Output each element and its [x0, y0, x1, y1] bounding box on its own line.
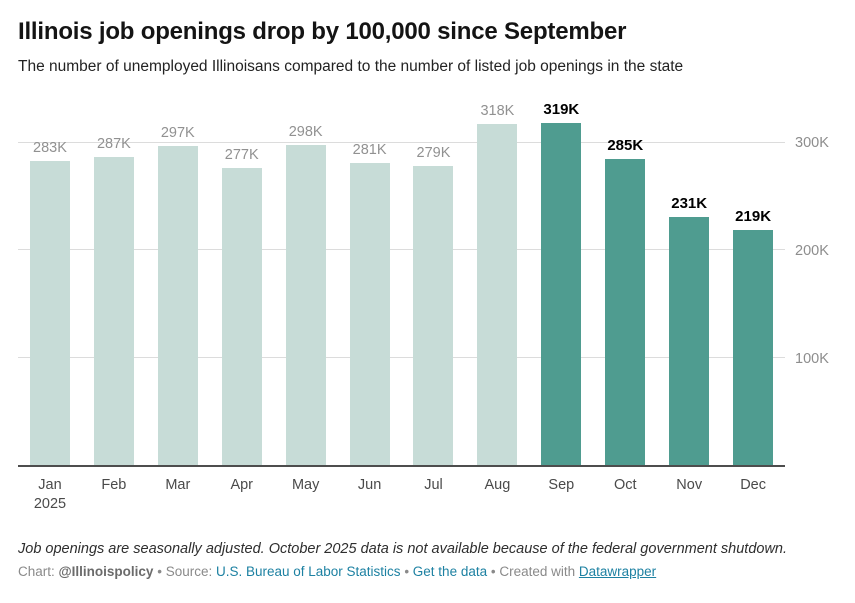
- bar-jun[interactable]: [349, 163, 390, 465]
- bar-value-label-oct: 285K: [607, 137, 644, 155]
- bar-column-may: 298K: [274, 100, 338, 465]
- y-tick-label-300k: 300K: [795, 135, 829, 152]
- x-axis-label-jan: Jan 2025: [33, 477, 67, 512]
- gridline-100k: [18, 356, 785, 358]
- bar-chart: 283K 287K 297K 277K 298K 281K 279K 318K 319K 285K…: [18, 100, 837, 467]
- bar-column-aug: 318K: [465, 100, 529, 465]
- x-axis-label-jul: Jul: [424, 477, 443, 493]
- x-axis-label-nov: Nov: [676, 477, 703, 493]
- bar-column-jun: 281K: [338, 100, 402, 465]
- x-axis-label-may: May: [291, 477, 320, 493]
- y-tick-label-200k: 200K: [795, 243, 829, 260]
- x-axis: Jan 2025 Feb Mar Apr May Jun Jul Aug Sep Oct Nov Dec: [18, 476, 837, 514]
- bar-value-label-may: 298K: [288, 124, 323, 141]
- bar-value-label-jan: 283K: [33, 140, 67, 157]
- chart-title: Illinois job openings drop by 100,000 si…: [18, 18, 627, 45]
- bar-column-jan: 283K: [18, 100, 82, 465]
- x-axis-label-feb: Feb: [101, 477, 127, 493]
- x-axis-label-jun: Jun: [357, 477, 382, 493]
- bar-column-jul: 279K: [402, 100, 466, 465]
- bar-column-dec: 219K: [721, 100, 785, 465]
- bar-value-label-mar: 297K: [160, 125, 195, 142]
- get-the-data-link[interactable]: Get the data: [412, 563, 488, 579]
- datawrapper-link[interactable]: Datawrapper: [578, 563, 657, 579]
- bar-nov[interactable]: [669, 217, 710, 465]
- bar-oct[interactable]: [605, 159, 646, 465]
- byline-created-with: Created with: [499, 563, 579, 579]
- bar-jul[interactable]: [413, 165, 454, 465]
- bar-value-label-sep: 319K: [543, 100, 580, 118]
- bar-feb[interactable]: [93, 156, 134, 465]
- bar-value-label-nov: 231K: [671, 195, 708, 213]
- footnote: Job openings are seasonally adjusted. Oc…: [18, 540, 788, 557]
- bar-column-feb: 287K: [82, 100, 146, 465]
- x-axis-label-aug: Aug: [484, 477, 511, 493]
- bars-container: 283K 287K 297K 277K 298K 281K 279K 318K 319K 285K…: [18, 100, 785, 465]
- x-axis-label-sep: Sep: [548, 477, 575, 493]
- byline: Chart: @Illinoispolicy • Source: U.S. Bu…: [18, 564, 837, 579]
- bar-value-label-jun: 281K: [352, 142, 387, 159]
- bar-value-label-aug: 318K: [480, 102, 515, 119]
- bar-dec[interactable]: [733, 229, 774, 465]
- bar-apr[interactable]: [221, 167, 262, 465]
- y-tick-label-100k: 100K: [795, 351, 829, 368]
- bar-mar[interactable]: [157, 146, 198, 465]
- plot-area: 283K 287K 297K 277K 298K 281K 279K 318K 319K 285K…: [18, 100, 785, 467]
- bar-jan[interactable]: [29, 161, 70, 465]
- bar-value-label-jul: 279K: [416, 144, 451, 161]
- bar-value-label-dec: 219K: [735, 207, 772, 225]
- bar-value-label-apr: 277K: [224, 146, 259, 163]
- bar-column-oct: 285K: [593, 100, 657, 465]
- byline-source-label: Source:: [165, 563, 216, 579]
- chart-subtitle: The number of unemployed Illinoisans com…: [18, 58, 684, 75]
- x-axis-gutter: [785, 476, 837, 514]
- x-axis-label-apr: Apr: [230, 477, 254, 493]
- source-link[interactable]: U.S. Bureau of Labor Statistics: [215, 563, 401, 579]
- byline-separator: •: [400, 563, 413, 579]
- y-axis: 100K 200K 300K: [785, 100, 837, 467]
- bar-value-label-feb: 287K: [96, 135, 131, 152]
- x-axis-label-dec: Dec: [740, 477, 766, 493]
- byline-separator: •: [487, 563, 500, 579]
- bar-column-mar: 297K: [146, 100, 210, 465]
- byline-author: @Illinoispolicy: [58, 563, 154, 579]
- bar-column-sep: 319K: [529, 100, 593, 465]
- gridline-300k: [18, 141, 785, 143]
- x-axis-label-oct: Oct: [613, 477, 637, 493]
- gridline-200k: [18, 249, 785, 251]
- bar-sep[interactable]: [541, 122, 582, 465]
- bar-may[interactable]: [285, 145, 326, 465]
- byline-chart-label: Chart:: [18, 563, 59, 579]
- byline-separator: •: [153, 563, 166, 579]
- x-axis-label-mar: Mar: [165, 477, 191, 493]
- bar-column-apr: 277K: [210, 100, 274, 465]
- bar-column-nov: 231K: [657, 100, 721, 465]
- bar-aug[interactable]: [477, 123, 518, 465]
